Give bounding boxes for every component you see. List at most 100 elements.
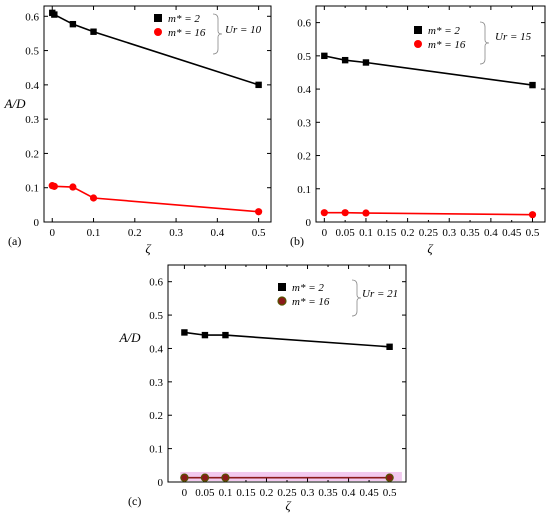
ur-annotation: Ur = 15 xyxy=(495,31,532,43)
data-point xyxy=(90,28,97,35)
data-point xyxy=(362,59,370,66)
data-point xyxy=(255,81,262,89)
x-tick-label: 0.3 xyxy=(169,227,183,239)
y-tick-label: 0 xyxy=(158,477,164,489)
data-point xyxy=(200,473,210,482)
legend-brace xyxy=(351,279,362,317)
series-line-2 xyxy=(52,184,259,213)
y-tick-label: 0.1 xyxy=(25,183,39,195)
highlight-band xyxy=(180,471,402,481)
x-tick-label: 0.05 xyxy=(336,227,356,239)
legend-label: m* = 2 xyxy=(428,25,460,37)
y-tick-label: 0.2 xyxy=(297,151,311,163)
x-tick-label: 0 xyxy=(322,227,328,239)
x-tick-label: 0.25 xyxy=(419,227,439,239)
data-point xyxy=(385,473,394,482)
y-tick-label: 0.3 xyxy=(297,117,311,129)
data-point xyxy=(50,182,58,190)
x-tick-label: 0.45 xyxy=(359,487,379,499)
x-tick-label: 0.45 xyxy=(502,227,522,239)
x-tick-label: 0.15 xyxy=(236,487,256,499)
x-tick-label: 0.25 xyxy=(277,487,297,499)
x-tick-label: 0.4 xyxy=(484,227,498,239)
x-tick-label: 0.3 xyxy=(442,227,456,239)
y-tick-label: 0.1 xyxy=(149,444,163,456)
series-line-1 xyxy=(324,55,533,86)
plot-frame xyxy=(43,5,272,223)
y-tick-label: 0.4 xyxy=(297,84,311,96)
y-tick-label: 0.6 xyxy=(25,11,39,23)
data-point xyxy=(255,208,263,216)
x-tick-label: 0 xyxy=(182,487,188,499)
y-tick-label: 0.3 xyxy=(25,114,39,126)
x-tick-label: 0.15 xyxy=(377,227,397,239)
x-tick-label: 0.35 xyxy=(318,487,338,499)
legend-label: m* = 2 xyxy=(292,282,324,294)
data-point xyxy=(386,343,393,350)
x-tick-label: 0.35 xyxy=(460,227,480,239)
y-axis-label: A/D xyxy=(119,330,142,345)
x-tick-label: 0.5 xyxy=(252,227,266,239)
data-point xyxy=(89,194,98,202)
x-tick-label: 0 xyxy=(50,227,56,239)
legend-marker-circle xyxy=(154,28,162,36)
x-tick-label: 0.5 xyxy=(383,487,397,499)
panel-label: (c) xyxy=(128,494,141,508)
chart-panel-3: 00.10.20.30.40.50.60 0.05 0.1 0.15 0.2 0.25 0.… xyxy=(119,264,407,513)
legend-label: m* = 16 xyxy=(168,27,206,39)
x-tick-label: 0.1 xyxy=(87,227,101,239)
y-tick-label: 0.4 xyxy=(25,80,39,92)
y-axis-label: A/D xyxy=(4,96,27,111)
data-point xyxy=(320,209,328,217)
legend-marker-square xyxy=(154,14,162,22)
y-tick-label: 0.2 xyxy=(149,410,163,422)
y-tick-label: 0.5 xyxy=(297,51,311,63)
x-tick-label: 0.2 xyxy=(128,227,142,239)
plot-frame xyxy=(315,5,546,223)
data-point xyxy=(362,209,370,217)
data-point xyxy=(181,329,188,336)
x-tick-label: 0.05 xyxy=(195,487,215,499)
data-point xyxy=(69,20,77,28)
legend-label: m* = 16 xyxy=(292,296,330,308)
legend-brace xyxy=(479,21,490,65)
data-point xyxy=(180,473,189,482)
x-axis-label: ζ xyxy=(145,241,151,256)
legend-marker-circle xyxy=(277,296,287,306)
panel-label: (b) xyxy=(290,234,304,248)
x-tick-label: 0.1 xyxy=(219,487,233,499)
y-tick-label: 0.6 xyxy=(149,277,163,289)
chart-panel-2: 00.10.20.30.40.50.60 0.05 0.1 0.15 0.2 0.25 0.… xyxy=(290,5,546,256)
data-point xyxy=(51,11,58,18)
data-point xyxy=(529,81,536,89)
y-tick-label: 0.5 xyxy=(25,46,39,58)
y-tick-label: 0 xyxy=(306,217,312,229)
data-point xyxy=(341,56,349,64)
ur-annotation: Ur = 10 xyxy=(225,24,262,36)
y-tick-label: 0.2 xyxy=(25,148,39,160)
y-tick-label: 0.1 xyxy=(297,184,311,196)
x-axis-label: ζ xyxy=(285,498,291,513)
y-tick-label: 0.4 xyxy=(149,343,163,355)
data-point xyxy=(201,331,209,339)
legend-label: m* = 2 xyxy=(168,13,200,25)
legend-marker-square xyxy=(278,283,286,291)
x-tick-label: 0.1 xyxy=(359,227,373,239)
y-tick-label: 0.6 xyxy=(297,18,311,30)
y-tick-label: 0.3 xyxy=(149,377,163,389)
x-tick-label: 0.2 xyxy=(401,227,415,239)
data-point xyxy=(321,52,328,60)
data-point xyxy=(221,473,230,482)
legend-brace xyxy=(212,13,223,55)
legend-label: m* = 16 xyxy=(428,39,466,51)
panel-label: (a) xyxy=(8,234,21,248)
y-tick-label: 0.5 xyxy=(149,310,163,322)
x-tick-label: 0.5 xyxy=(526,227,540,239)
data-point xyxy=(341,209,349,217)
ur-annotation: Ur = 21 xyxy=(362,288,398,300)
y-tick-label: 0 xyxy=(34,217,40,229)
x-tick-label: 0.2 xyxy=(260,487,274,499)
legend-marker-circle xyxy=(414,40,422,48)
series-line-1 xyxy=(184,331,390,348)
